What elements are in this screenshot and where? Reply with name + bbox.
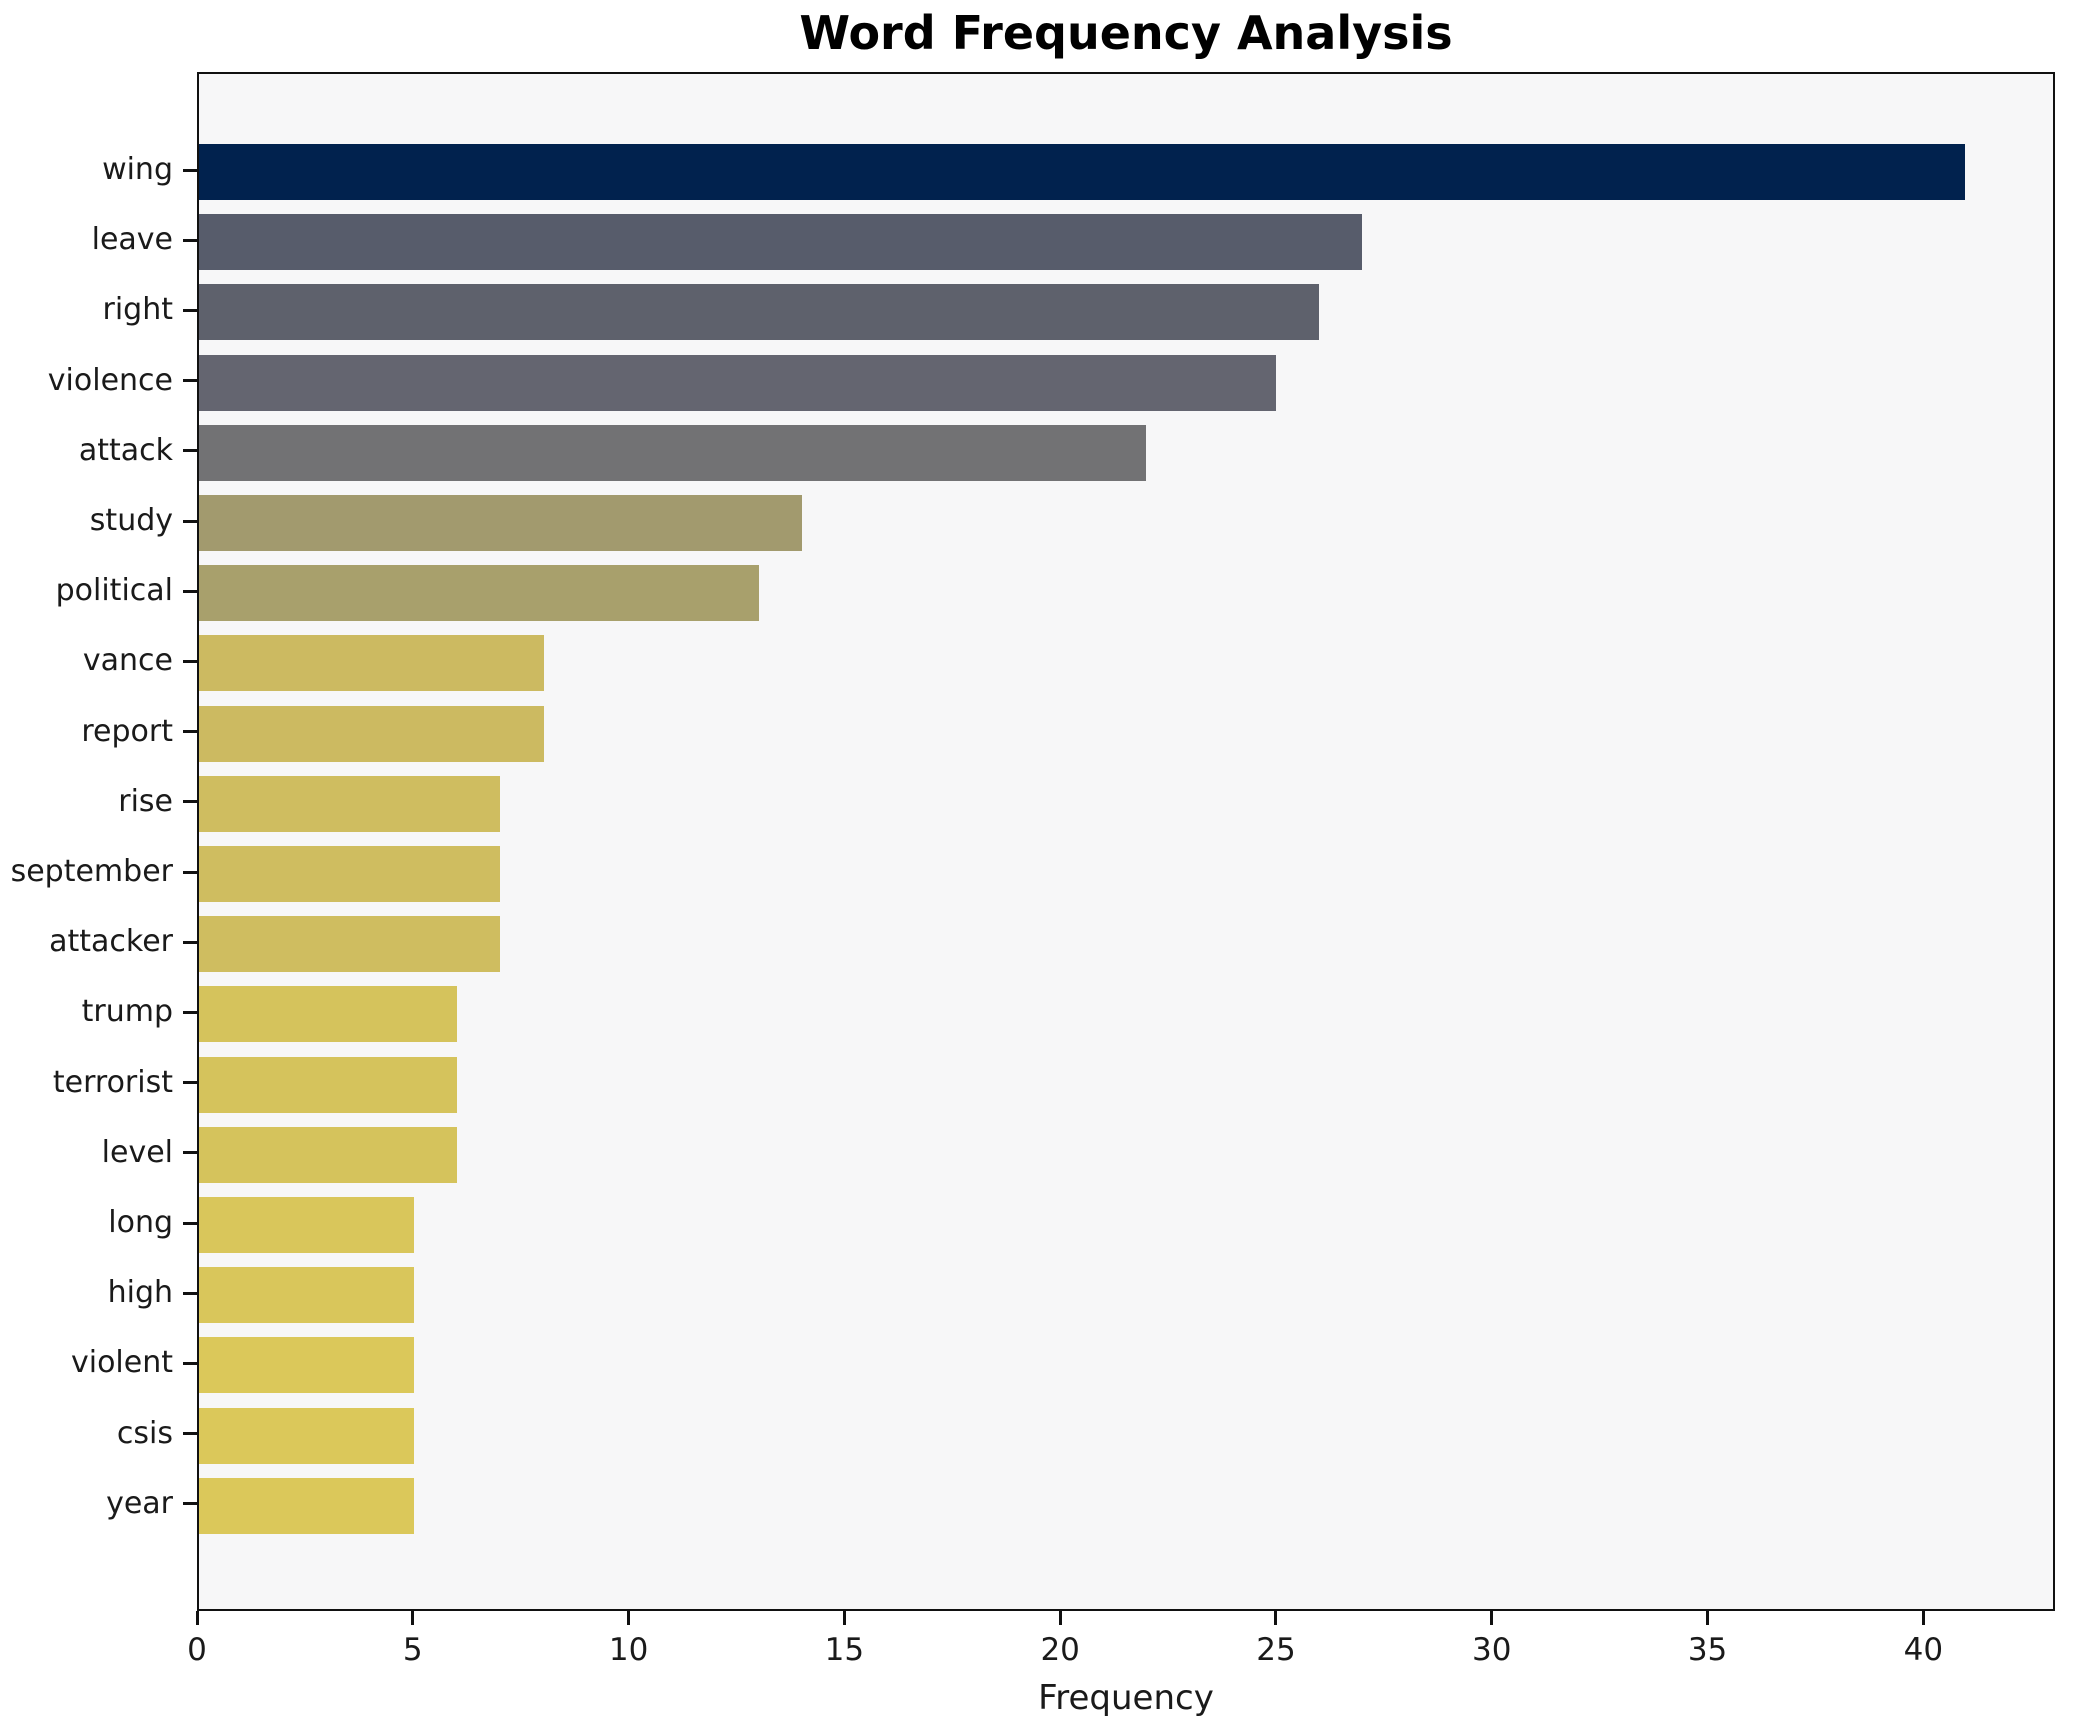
bar-violence xyxy=(199,354,1276,411)
y-tick-label-leave: leave xyxy=(91,222,173,258)
y-tick-label-terrorist: terrorist xyxy=(52,1064,173,1100)
y-tick-mark xyxy=(183,1432,197,1436)
bar-wing xyxy=(199,144,1965,200)
x-tick-label-10: 10 xyxy=(608,1632,649,1668)
y-tick-label-violence: violence xyxy=(47,362,173,398)
x-tick-label-40: 40 xyxy=(1903,1632,1944,1668)
y-tick-mark xyxy=(183,1151,197,1155)
y-tick-mark xyxy=(183,1221,197,1225)
x-axis-title: Frequency xyxy=(1038,1678,1214,1718)
bar-rise xyxy=(199,775,501,832)
y-tick-label-study: study xyxy=(89,503,173,538)
bar-attacker xyxy=(199,916,501,973)
y-tick-mark xyxy=(183,659,197,663)
bar-trump xyxy=(199,986,458,1043)
y-tick-label-report: report xyxy=(81,713,173,749)
y-tick-mark xyxy=(183,308,197,312)
y-tick-mark xyxy=(183,1361,197,1365)
y-tick-label-wing: wing xyxy=(102,152,173,187)
y-tick-mark xyxy=(183,730,197,734)
y-tick-label-attack: attack xyxy=(78,432,173,468)
y-tick-mark xyxy=(183,800,197,804)
bar-leave xyxy=(199,214,1362,271)
y-tick-label-long: long xyxy=(108,1205,173,1240)
y-tick-label-rise: rise xyxy=(118,783,173,819)
bar-report xyxy=(199,705,544,762)
x-tick-label-20: 20 xyxy=(1040,1632,1080,1668)
bar-political xyxy=(199,565,759,622)
x-tick-label-25: 25 xyxy=(1256,1632,1296,1668)
bar-vance xyxy=(199,635,544,692)
y-tick-mark xyxy=(183,168,197,172)
y-tick-label-political: political xyxy=(55,573,173,609)
y-tick-mark xyxy=(183,1291,197,1295)
plot-area xyxy=(197,72,2055,1611)
x-tick-mark xyxy=(1274,1611,1278,1625)
bar-long xyxy=(199,1197,415,1253)
y-tick-label-year: year xyxy=(106,1485,173,1521)
y-tick-mark xyxy=(183,238,197,242)
y-tick-mark xyxy=(183,589,197,593)
bar-september xyxy=(199,846,501,902)
bar-attack xyxy=(199,424,1147,481)
y-tick-mark xyxy=(183,870,197,874)
y-tick-mark xyxy=(183,940,197,944)
x-tick-label-0: 0 xyxy=(187,1632,207,1668)
x-tick-mark xyxy=(842,1611,846,1625)
y-tick-label-september: september xyxy=(10,854,173,889)
y-tick-label-high: high xyxy=(107,1275,173,1311)
y-tick-label-right: right xyxy=(102,292,174,328)
y-tick-mark xyxy=(183,519,197,523)
x-tick-mark xyxy=(1921,1611,1925,1625)
y-tick-mark xyxy=(183,1502,197,1506)
x-tick-label-30: 30 xyxy=(1472,1632,1512,1668)
y-tick-mark xyxy=(183,1010,197,1014)
x-tick-mark xyxy=(411,1611,415,1625)
y-tick-label-violent: violent xyxy=(70,1345,173,1381)
bar-right xyxy=(199,284,1319,341)
x-tick-label-15: 15 xyxy=(824,1632,865,1668)
bar-level xyxy=(199,1126,458,1183)
x-tick-mark xyxy=(1058,1611,1062,1625)
bar-violent xyxy=(199,1337,415,1394)
y-tick-label-csis: csis xyxy=(116,1415,173,1451)
bar-csis xyxy=(199,1407,415,1464)
bar-terrorist xyxy=(199,1056,458,1113)
x-tick-label-5: 5 xyxy=(402,1632,423,1668)
chart-title: Word Frequency Analysis xyxy=(799,6,1453,60)
y-tick-mark xyxy=(183,379,197,383)
y-tick-mark xyxy=(183,1081,197,1085)
y-tick-label-trump: trump xyxy=(81,994,173,1030)
bar-high xyxy=(199,1267,415,1324)
x-tick-label-35: 35 xyxy=(1687,1632,1728,1668)
x-tick-mark xyxy=(1706,1611,1710,1625)
y-tick-label-vance: vance xyxy=(82,643,173,679)
x-tick-mark xyxy=(1490,1611,1494,1625)
y-tick-mark xyxy=(183,449,197,453)
bar-study xyxy=(199,495,802,551)
bar-year xyxy=(199,1477,415,1534)
x-tick-mark xyxy=(195,1611,199,1625)
y-tick-label-level: level xyxy=(101,1134,173,1170)
x-tick-mark xyxy=(627,1611,631,1625)
y-tick-label-attacker: attacker xyxy=(49,924,173,960)
